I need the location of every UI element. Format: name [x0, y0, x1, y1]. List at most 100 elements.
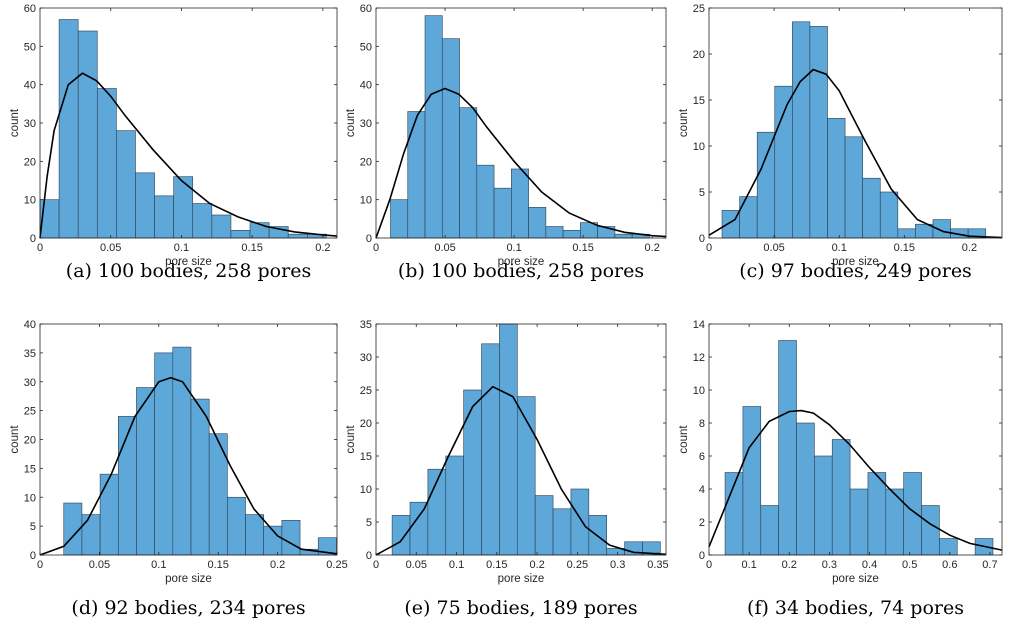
x-tick-label: 0.6: [942, 559, 957, 571]
histogram-panel-d: 0 0.05 0.1 0.15 0.2 0.25 0 5 10 15 20 25 30 35 40 pore …: [9, 319, 348, 585]
x-tick-label: 0.1: [151, 559, 166, 571]
histogram-bar: [463, 389, 482, 556]
histogram-bar: [445, 455, 464, 556]
histogram-bar: [81, 514, 101, 556]
histogram-bar: [897, 228, 916, 239]
histogram-bar: [227, 496, 246, 556]
histogram-bar: [903, 472, 922, 556]
y-axis-label: count: [345, 425, 357, 454]
histogram-bar: [552, 508, 572, 556]
histogram-bar: [778, 340, 797, 556]
y-tick-label: 40: [24, 80, 36, 92]
x-tick-label: 0.25: [326, 559, 347, 571]
histogram-bar: [135, 172, 155, 239]
caption-a: (a) 100 bodies, 258 pores: [65, 260, 312, 282]
histogram-bar: [407, 111, 426, 239]
histogram-bar: [281, 520, 301, 556]
y-tick-label: 10: [693, 141, 705, 153]
y-tick-label: 5: [30, 521, 36, 533]
y-tick-label: 12: [693, 352, 705, 364]
histogram-bar: [796, 422, 815, 556]
histogram-bar: [545, 226, 564, 239]
y-tick-label: 8: [699, 418, 705, 430]
y-tick-label: 30: [24, 118, 36, 130]
histogram-bar: [827, 118, 846, 239]
x-axis-label: pore size: [165, 256, 212, 268]
x-tick-label: 0.15: [486, 559, 507, 571]
x-tick-label: 0.15: [207, 559, 228, 571]
histogram-bar: [245, 514, 265, 556]
histogram-bar: [441, 38, 460, 239]
histogram-panel-b: 0 0.05 0.1 0.15 0.2 0 10 20 30 40 50 60 pore size cou…: [345, 3, 667, 268]
x-tick-label: 0.35: [647, 559, 668, 571]
y-tick-label: 25: [24, 406, 36, 418]
x-tick-label: 0: [373, 242, 379, 254]
y-tick-label: 20: [24, 435, 36, 447]
x-tick-label: 0.2: [315, 242, 330, 254]
x-tick-label: 0.1: [174, 242, 189, 254]
x-tick-label: 0.1: [832, 242, 847, 254]
y-tick-label: 10: [24, 492, 36, 504]
histogram-bar: [742, 406, 762, 556]
axes-box: [708, 7, 1003, 239]
histogram-bar: [939, 538, 958, 556]
y-axis-label: count: [678, 108, 690, 137]
histogram-bar: [562, 230, 581, 239]
y-tick-label: 2: [699, 517, 705, 529]
x-tick-label: 0: [706, 559, 712, 571]
y-tick-label: 20: [24, 156, 36, 168]
x-tick-label: 0.2: [962, 242, 977, 254]
histogram-bar: [116, 130, 136, 239]
y-tick-label: 10: [24, 195, 36, 207]
x-tick-label: 0: [37, 242, 43, 254]
histogram-bar: [424, 15, 443, 239]
histogram-bar: [99, 473, 119, 556]
x-tick-label: 0.2: [645, 242, 660, 254]
y-tick-label: 35: [360, 319, 372, 331]
y-tick-label: 40: [24, 319, 36, 331]
x-tick-label: 0.05: [763, 242, 784, 254]
y-tick-label: 30: [360, 118, 372, 130]
y-tick-label: 10: [693, 385, 705, 397]
y-tick-label: 20: [693, 49, 705, 61]
y-tick-label: 5: [366, 517, 372, 529]
histogram-panel-a: 0 0.05 0.1 0.15 0.2 0 10 20 30 40 50 60 pore size cou…: [9, 3, 338, 268]
fit-curve: [375, 385, 667, 556]
histogram-bar: [192, 203, 213, 239]
caption-d: (d) 92 bodies, 234 pores: [71, 597, 306, 619]
y-tick-label: 10: [360, 195, 372, 207]
histogram-bar: [756, 131, 776, 239]
histogram-bar: [190, 398, 210, 556]
histogram-bar: [844, 136, 863, 239]
y-tick-label: 60: [24, 3, 36, 15]
histogram-bar: [476, 164, 495, 239]
histogram-bar: [230, 230, 251, 239]
x-tick-label: 0.3: [822, 559, 837, 571]
fit-curve: [39, 72, 338, 239]
x-tick-label: 0.7: [982, 559, 997, 571]
histogram-bar: [117, 416, 137, 556]
y-tick-label: 0: [366, 233, 372, 245]
x-tick-label: 0: [706, 242, 712, 254]
y-tick-label: 14: [693, 319, 705, 331]
x-axis-label: pore size: [498, 256, 545, 268]
y-tick-label: 0: [30, 550, 36, 562]
y-tick-label: 6: [699, 451, 705, 463]
histogram-bar: [459, 107, 478, 239]
histogram-bar: [211, 214, 232, 239]
y-tick-label: 20: [360, 418, 372, 430]
histogram-bar: [739, 196, 758, 239]
x-tick-label: 0.15: [572, 242, 593, 254]
caption-e: (e) 75 bodies, 189 pores: [404, 597, 638, 619]
y-tick-label: 30: [24, 377, 36, 389]
y-tick-label: 15: [693, 95, 705, 107]
x-tick-label: 0.1: [741, 559, 756, 571]
histogram-bar: [921, 505, 940, 556]
histogram-bar: [77, 30, 98, 239]
histogram-panel-f: 0 0.1 0.2 0.3 0.4 0.5 0.6 0.7 0 2 4 6 8 10 12 14 pore si…: [678, 319, 1003, 585]
x-axis-label: pore size: [832, 256, 879, 268]
fit-curve: [39, 376, 338, 556]
histogram-panel-c: 0 0.05 0.1 0.15 0.2 0 5 10 15 20 25 pore size count: [678, 3, 1003, 268]
y-tick-label: 20: [360, 156, 372, 168]
histogram-bar: [867, 472, 887, 556]
